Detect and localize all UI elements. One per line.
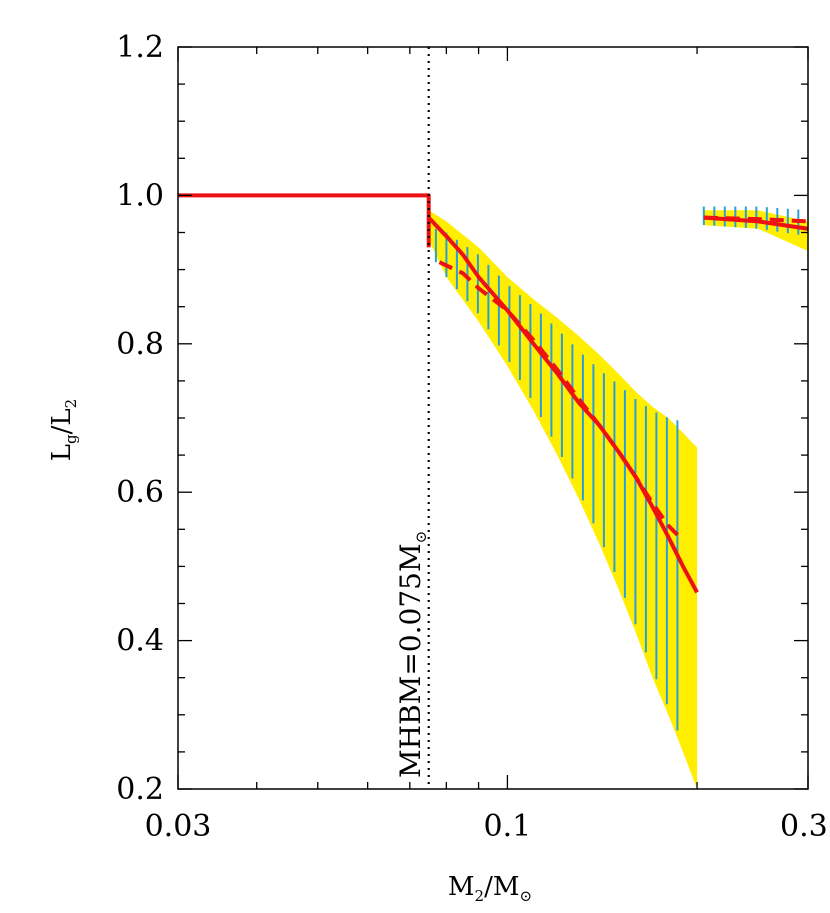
plot-border bbox=[177, 46, 809, 790]
lines-layer bbox=[178, 193, 809, 594]
x-axis-title: M2/M⊙ bbox=[448, 872, 532, 905]
mhbm-annotation: MHBM=0.075M⊙ bbox=[394, 531, 430, 778]
y-tick-label: 0.2 bbox=[116, 772, 164, 807]
solid-series-line-0 bbox=[178, 193, 431, 248]
y-axis-title: Lg/L2 bbox=[47, 399, 80, 461]
dashed-series-line-0 bbox=[438, 260, 685, 542]
y-tick-label: 1.2 bbox=[116, 30, 164, 65]
x-tick-label: 0.3 bbox=[780, 809, 828, 844]
hatch-band-1 bbox=[702, 206, 800, 235]
uncertainty-band-0 bbox=[428, 210, 698, 790]
y-tick-label: 0.8 bbox=[116, 327, 164, 362]
x-tick-label: 0.03 bbox=[145, 809, 212, 844]
solid-series-line-1 bbox=[427, 216, 699, 594]
hatch-band-0 bbox=[434, 228, 679, 731]
plot-frame bbox=[177, 46, 809, 790]
tick-labels: 0.2 0.4 0.6 0.8 1.0 1.2 0.03 0.1 0.3 bbox=[116, 30, 827, 844]
dashed-series-line-1 bbox=[703, 215, 809, 224]
y-tick-label: 1.0 bbox=[116, 178, 164, 213]
x-tick-label: 0.1 bbox=[484, 809, 532, 844]
solid-series-line-2 bbox=[703, 215, 809, 231]
y-tick-label: 0.6 bbox=[116, 475, 164, 510]
y-tick-label: 0.4 bbox=[116, 624, 164, 659]
axis-ticks bbox=[177, 46, 809, 790]
